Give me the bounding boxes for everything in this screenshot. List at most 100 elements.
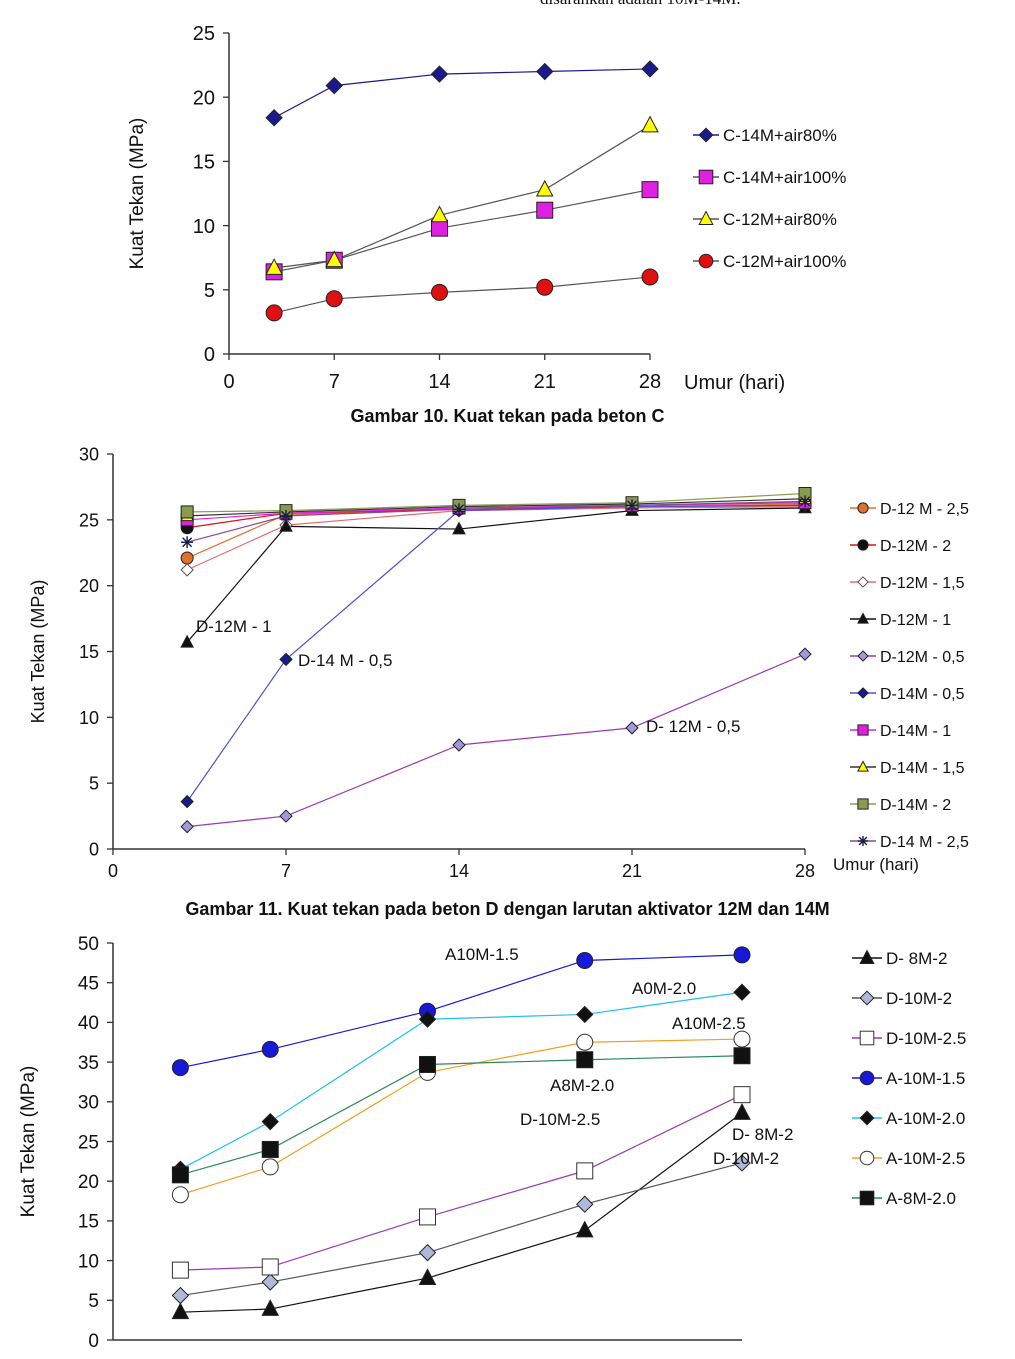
- legend-marker: [859, 990, 875, 1006]
- series-line: [273, 68, 651, 119]
- data-point: [171, 1261, 189, 1279]
- legend-marker: [857, 687, 869, 699]
- data-point: [171, 1286, 190, 1305]
- data-point: [641, 181, 659, 199]
- data-point: [171, 1059, 189, 1077]
- y-tick-label: 20: [193, 87, 215, 109]
- annotation-label: D-12M - 1: [196, 617, 272, 636]
- legend-label: A-10M-2.0: [886, 1109, 965, 1128]
- y-tick-label: 20: [79, 576, 99, 596]
- data-point: [536, 201, 554, 219]
- legend-marker: [857, 760, 869, 772]
- legend-marker: [857, 576, 869, 588]
- data-point: [418, 1243, 437, 1262]
- data-point: [431, 283, 448, 301]
- y-axis-label: Kuat Tekan (MPa): [127, 118, 148, 270]
- caption-gambar-11: Gambar 11. Kuat tekan pada beton D denga…: [185, 899, 830, 919]
- data-point: [180, 819, 194, 834]
- data-point: [261, 1140, 279, 1158]
- data-point: [733, 1086, 751, 1104]
- legend-label: C-12M+air100%: [723, 252, 846, 271]
- data-point: [180, 634, 194, 648]
- data-point: [419, 1055, 436, 1073]
- legend-label: D-12M - 0,5: [880, 649, 965, 666]
- data-point: [418, 1268, 437, 1285]
- annotation-label: D-10M-2: [713, 1149, 779, 1168]
- y-tick-label: 25: [78, 1132, 99, 1153]
- annotation-label: A10M-2.5: [672, 1014, 746, 1033]
- data-point: [626, 499, 638, 512]
- y-tick-label: 50: [78, 934, 99, 955]
- data-point: [180, 551, 194, 565]
- x-tick-label: 21: [534, 371, 556, 393]
- data-point: [452, 738, 466, 752]
- legend-label: A-8M-2.0: [886, 1189, 956, 1208]
- x-tick-label: 21: [622, 861, 642, 881]
- annotation-label: D- 8M-2: [732, 1125, 793, 1144]
- data-point: [279, 652, 293, 667]
- annotation-label: A8M-2.0: [550, 1076, 614, 1095]
- y-tick-label: 25: [79, 510, 99, 530]
- legend-label: D- 8M-2: [886, 949, 947, 968]
- data-point: [430, 205, 449, 223]
- y-tick-label: 10: [193, 216, 215, 238]
- y-tick-label: 20: [78, 1172, 99, 1193]
- x-axis-label: Umur (hari): [833, 855, 919, 874]
- y-tick-label: 15: [79, 642, 99, 662]
- legend-label: C-14M+air100%: [723, 168, 846, 187]
- legend-label: C-12M+air80%: [723, 210, 837, 229]
- data-point: [453, 503, 465, 516]
- legend-label: A-10M-1.5: [886, 1069, 965, 1088]
- legend-label: D-14M - 1,5: [880, 760, 965, 777]
- legend-label: A-10M-2.5: [886, 1149, 965, 1168]
- legend-marker: [859, 949, 875, 964]
- data-point: [419, 1208, 436, 1226]
- data-point: [431, 219, 448, 237]
- data-point: [265, 258, 283, 275]
- legend-marker: [857, 798, 869, 810]
- data-point: [325, 250, 344, 268]
- data-point: [733, 1047, 751, 1065]
- data-point: [171, 1186, 189, 1204]
- data-point: [576, 1162, 594, 1180]
- data-point: [575, 1220, 594, 1238]
- data-point: [799, 495, 811, 508]
- annotation-label: D-14 M - 0,5: [298, 651, 392, 670]
- legend-label: D-14 M - 2,5: [880, 834, 969, 851]
- y-tick-label: 10: [79, 708, 99, 728]
- legend-label: D-12M - 1: [880, 612, 951, 629]
- y-axis-label: Kuat Tekan (MPa): [28, 580, 48, 724]
- y-tick-label: 30: [79, 444, 99, 464]
- x-axis-label: Umur (hari): [684, 372, 785, 394]
- data-point: [576, 951, 594, 969]
- data-point: [536, 62, 554, 81]
- chart-beton-a-d: 0 5 10 15 20 25 30 35 40 45 50 Kuat Tekan (MPa) D- 8…: [18, 934, 966, 1352]
- legend-marker: [857, 835, 869, 847]
- data-point: [641, 268, 659, 286]
- data-point: [576, 1005, 594, 1024]
- data-point: [261, 1258, 279, 1276]
- y-tick-label: 0: [204, 344, 215, 366]
- x-tick-label: 14: [449, 861, 469, 881]
- series-line: [180, 1162, 743, 1297]
- data-point: [279, 518, 293, 532]
- legend-label: D-10M-2: [886, 989, 952, 1008]
- data-point: [261, 1040, 279, 1058]
- data-point: [171, 1166, 189, 1184]
- caption-gambar-10: Gambar 10. Kuat tekan pada beton C: [350, 406, 665, 426]
- legend-marker: [859, 1030, 875, 1046]
- data-point: [171, 1302, 190, 1320]
- x-tick-label: 28: [795, 861, 815, 881]
- y-tick-label: 40: [78, 1013, 99, 1034]
- data-point: [733, 946, 751, 964]
- data-point: [641, 60, 659, 78]
- data-point: [181, 536, 194, 549]
- series-line: [187, 653, 806, 828]
- legend-label: D-14M - 1: [880, 723, 951, 740]
- y-tick-label: 35: [78, 1053, 99, 1074]
- x-tick-label: 7: [329, 371, 340, 393]
- legend-label: D-10M-2.5: [886, 1029, 966, 1048]
- data-point: [535, 179, 554, 197]
- data-point: [576, 1033, 594, 1051]
- annotation-label: A10M-1.5: [445, 945, 519, 964]
